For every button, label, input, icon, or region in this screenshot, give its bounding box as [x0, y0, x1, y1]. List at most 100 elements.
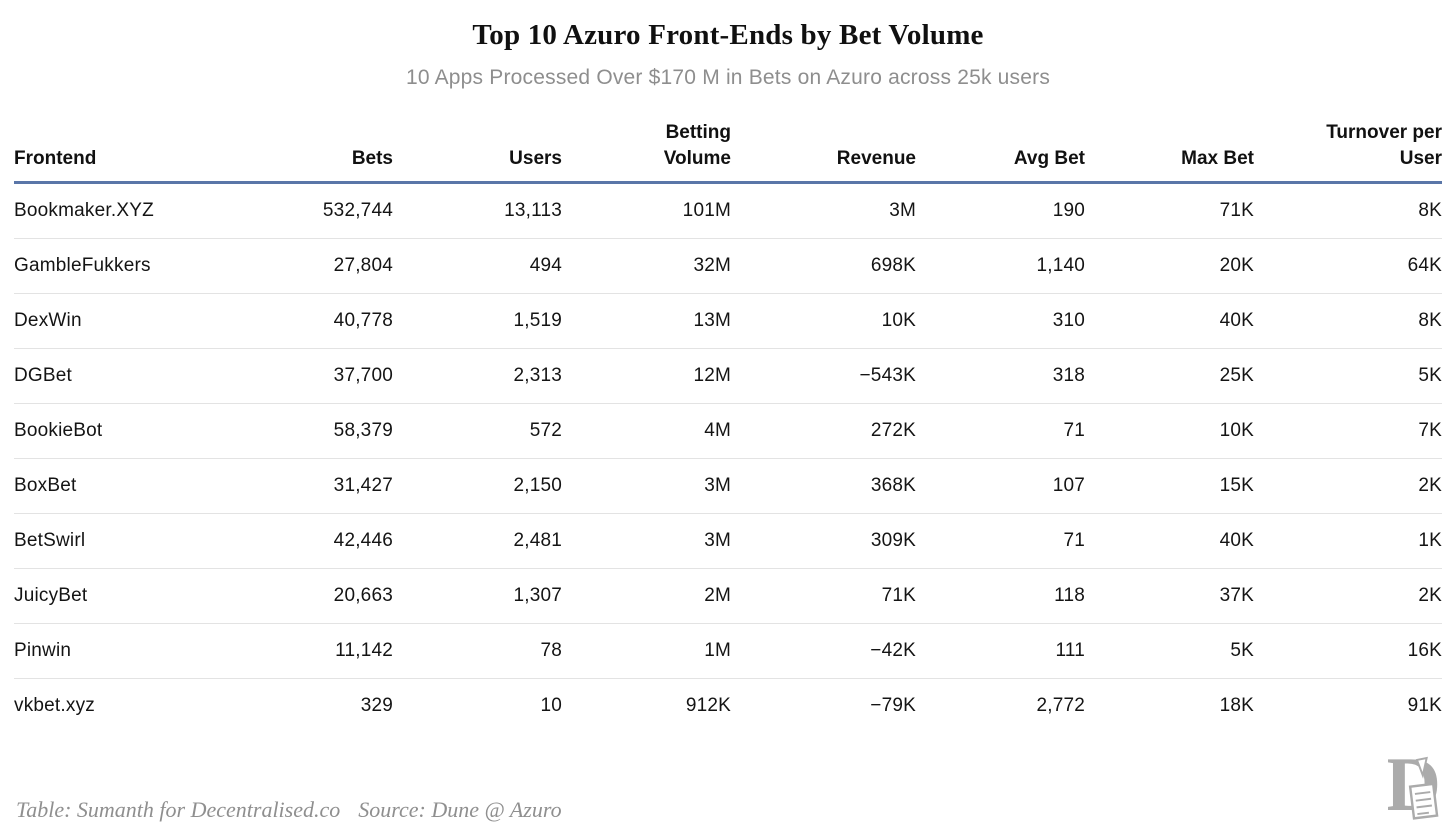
- cell-turnover-per-user: 16K: [1254, 623, 1442, 679]
- cell-turnover-per-user: 2K: [1254, 568, 1442, 624]
- cell-frontend: BetSwirl: [14, 513, 214, 569]
- cell-betting-volume: 4M: [562, 403, 731, 459]
- cell-avg-bet: 71: [916, 513, 1085, 569]
- cell-max-bet: 18K: [1085, 678, 1254, 733]
- cell-users: 572: [393, 403, 562, 459]
- cell-bets: 329: [214, 678, 393, 733]
- cell-turnover-per-user: 5K: [1254, 348, 1442, 404]
- col-header-revenue: Revenue: [731, 120, 916, 184]
- cell-turnover-per-user: 1K: [1254, 513, 1442, 569]
- cell-turnover-per-user: 8K: [1418, 200, 1442, 221]
- cell-bets: 532,744: [322, 200, 393, 221]
- cell-max-bet: 20K: [1085, 238, 1254, 294]
- cell-users: 2,150: [393, 458, 562, 514]
- cell-turnover-per-user: 91K: [1254, 678, 1442, 733]
- cell-users: 13,113: [504, 200, 562, 221]
- cell-revenue: 272K: [731, 403, 916, 459]
- table-row: DexWin 40,778 1,519 13M 10K 310 40K 8K: [14, 293, 1442, 349]
- cell-revenue: 3M: [889, 200, 916, 221]
- frontends-table: Frontend Bets Users Betting Volume Reven…: [14, 120, 1442, 733]
- cell-revenue: 309K: [731, 513, 916, 569]
- cell-bets: 37,700: [214, 348, 393, 404]
- cell-max-bet: 5K: [1085, 623, 1254, 679]
- cell-frontend: GambleFukkers: [14, 238, 214, 294]
- cell-frontend: DGBet: [14, 348, 214, 404]
- cell-frontend: DexWin: [14, 293, 214, 349]
- table-row: BookieBot 58,379 572 4M 272K 71 10K 7K: [14, 403, 1442, 459]
- cell-revenue: 71K: [731, 568, 916, 624]
- table-credit: Table: Sumanth for Decentralised.co: [16, 797, 341, 822]
- cell-bets: 42,446: [214, 513, 393, 569]
- cell-max-bet: 37K: [1085, 568, 1254, 624]
- table-row: Bookmaker.XYZ 532,744 13,113 101M 3M 190…: [14, 183, 1442, 239]
- col-header-max-bet: Max Bet: [1085, 120, 1254, 184]
- table-row: vkbet.xyz 329 10 912K −79K 2,772 18K 91K: [14, 678, 1442, 733]
- cell-avg-bet: 310: [916, 293, 1085, 349]
- col-header-avg-bet: Avg Bet: [916, 120, 1085, 184]
- cell-max-bet: 71K: [1219, 200, 1254, 221]
- cell-frontend: vkbet.xyz: [14, 678, 214, 733]
- cell-bets: 40,778: [214, 293, 393, 349]
- col-header-users: Users: [393, 120, 562, 184]
- col-header-bets: Bets: [214, 120, 393, 184]
- cell-avg-bet: 107: [916, 458, 1085, 514]
- cell-betting-volume: 32M: [562, 238, 731, 294]
- cell-max-bet: 10K: [1085, 403, 1254, 459]
- decentralised-logo-icon: D: [1388, 746, 1441, 827]
- cell-revenue: 368K: [731, 458, 916, 514]
- table-row: GambleFukkers 27,804 494 32M 698K 1,140 …: [14, 238, 1442, 294]
- cell-avg-bet: 111: [916, 623, 1085, 679]
- table-row: BetSwirl 42,446 2,481 3M 309K 71 40K 1K: [14, 513, 1442, 569]
- col-header-betting-volume: Betting Volume: [562, 120, 731, 184]
- source-credit: Source: Dune @ Azuro: [358, 797, 562, 822]
- cell-users: 78: [393, 623, 562, 679]
- cell-turnover-per-user: 64K: [1254, 238, 1442, 294]
- cell-users: 1,519: [393, 293, 562, 349]
- cell-betting-volume: 912K: [562, 678, 731, 733]
- cell-max-bet: 40K: [1085, 293, 1254, 349]
- table-row: Pinwin 11,142 78 1M −42K 111 5K 16K: [14, 623, 1442, 679]
- cell-revenue: 10K: [731, 293, 916, 349]
- cell-bets: 27,804: [214, 238, 393, 294]
- cell-avg-bet: 190: [1052, 200, 1085, 221]
- cell-turnover-per-user: 7K: [1254, 403, 1442, 459]
- page-title: Top 10 Azuro Front-Ends by Bet Volume: [472, 19, 984, 51]
- cell-frontend: BoxBet: [14, 458, 214, 514]
- cell-frontend: BookieBot: [14, 403, 214, 459]
- cell-avg-bet: 118: [916, 568, 1085, 624]
- cell-betting-volume: 13M: [562, 293, 731, 349]
- table-body: Bookmaker.XYZ 532,744 13,113 101M 3M 190…: [14, 183, 1442, 733]
- table-row: BoxBet 31,427 2,150 3M 368K 107 15K 2K: [14, 458, 1442, 514]
- cell-bets: 31,427: [214, 458, 393, 514]
- cell-frontend: Bookmaker.XYZ: [14, 200, 154, 221]
- cell-betting-volume: 1M: [562, 623, 731, 679]
- cell-revenue: −79K: [731, 678, 916, 733]
- cell-betting-volume: 3M: [562, 513, 731, 569]
- cell-turnover-per-user: 8K: [1254, 293, 1442, 349]
- cell-max-bet: 40K: [1085, 513, 1254, 569]
- cell-betting-volume: 101M: [682, 200, 731, 221]
- cell-frontend: Pinwin: [14, 623, 214, 679]
- footer-caption: Table: Sumanth for Decentralised.co Sourc…: [16, 797, 562, 823]
- cell-revenue: 698K: [731, 238, 916, 294]
- header-row: Frontend Bets Users Betting Volume Reven…: [14, 120, 1442, 184]
- cell-max-bet: 15K: [1085, 458, 1254, 514]
- cell-avg-bet: 318: [916, 348, 1085, 404]
- cell-users: 2,313: [393, 348, 562, 404]
- cell-revenue: −543K: [731, 348, 916, 404]
- cell-turnover-per-user: 2K: [1254, 458, 1442, 514]
- cell-frontend: JuicyBet: [14, 568, 214, 624]
- cell-avg-bet: 71: [916, 403, 1085, 459]
- cell-users: 2,481: [393, 513, 562, 569]
- cell-bets: 58,379: [214, 403, 393, 459]
- cell-users: 1,307: [393, 568, 562, 624]
- cell-revenue: −42K: [731, 623, 916, 679]
- cell-bets: 11,142: [214, 623, 393, 679]
- cell-bets: 20,663: [214, 568, 393, 624]
- table-row: DGBet 37,700 2,313 12M −543K 318 25K 5K: [14, 348, 1442, 404]
- col-header-frontend: Frontend: [14, 120, 214, 184]
- cell-betting-volume: 12M: [562, 348, 731, 404]
- cell-max-bet: 25K: [1085, 348, 1254, 404]
- page-subtitle: 10 Apps Processed Over $170 M in Bets on…: [405, 66, 1051, 89]
- cell-betting-volume: 2M: [562, 568, 731, 624]
